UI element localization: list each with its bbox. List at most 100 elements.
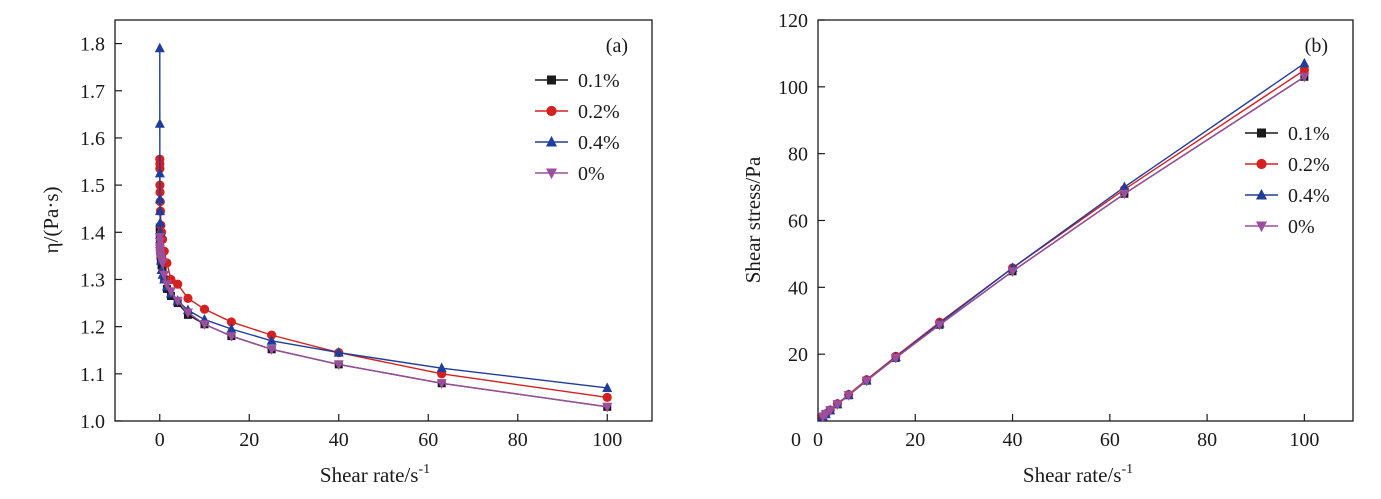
- point-b-2-9: [1119, 181, 1130, 192]
- x-tick-label-b-4: 80: [1197, 429, 1217, 451]
- point-a-1-14: [183, 293, 193, 303]
- point-b-3-8: [1007, 267, 1018, 277]
- legend-label-b-3: 0%: [1288, 216, 1315, 238]
- point-a-3-16: [226, 332, 237, 342]
- x-axis-title-b: Shear rate/s-1: [1023, 462, 1133, 487]
- y-tick-label-a-2: 1.2: [80, 317, 105, 339]
- point-a-1-15: [199, 304, 210, 314]
- y-tick-label-a-6: 1.6: [80, 128, 105, 150]
- y-tick-label-a-8: 1.8: [80, 34, 105, 56]
- legend-marker-a-1: [546, 105, 557, 117]
- x-tick-label-b-3: 60: [1100, 429, 1120, 451]
- point-a-2-4: [155, 205, 166, 216]
- point-b-1-10: [1299, 65, 1309, 75]
- point-a-2-19: [436, 362, 447, 373]
- point-b-3-7: [934, 320, 945, 331]
- legend-marker-a-3: [546, 168, 557, 180]
- point-a-2-3: [154, 193, 165, 204]
- x-tick-label-a-2: 40: [329, 429, 349, 451]
- series-line-b-3: [822, 76, 1305, 418]
- legend-marker-b-1: [1256, 158, 1267, 170]
- point-b-3-2: [825, 406, 836, 416]
- x-tick-label-a-3: 60: [418, 429, 438, 451]
- point-b-3-5: [861, 376, 872, 387]
- point-b-3-3: [832, 400, 843, 410]
- x-tick-label-a-1: 20: [239, 429, 259, 451]
- point-a-3-11: [161, 280, 172, 290]
- y-tick-label-b-4: 100: [778, 77, 808, 99]
- point-a-3-10: [159, 270, 170, 281]
- x-axis-title-sup-a: -1: [418, 462, 430, 477]
- point-b-3-9: [1119, 189, 1130, 200]
- point-a-2-2: [154, 167, 165, 178]
- y-axis-title-a: η/(Pa·s): [39, 187, 63, 254]
- series-line-b-0: [822, 76, 1305, 418]
- x-tick-label-b-5: 100: [1289, 429, 1319, 451]
- y-tick-label-a-3: 1.3: [80, 269, 105, 291]
- legend-marker-b-2: [1256, 188, 1267, 200]
- legend-marker-a-0: [547, 75, 556, 85]
- y-tick-label-b-5: 120: [778, 10, 808, 32]
- chart-panel-b: 0 20 40 60 80 100 20 40 60 80 100 120 0 (b) 0.1% 0.2% 0.…: [741, 10, 1354, 487]
- point-a-3-12: [165, 287, 176, 297]
- legend-label-b-2: 0.4%: [1288, 185, 1330, 207]
- y-tick-label-a-4: 1.4: [80, 222, 105, 244]
- y-tick-label-b-1: 40: [788, 277, 808, 299]
- y-axis-title-b: Shear stress/Pa: [741, 156, 765, 283]
- point-a-1-13: [173, 279, 183, 289]
- legend-label-a-2: 0.4%: [578, 132, 620, 154]
- point-a-3-17: [266, 345, 277, 355]
- point-a-1-16: [226, 317, 236, 327]
- series-line-b-1: [822, 69, 1305, 417]
- legend-marker-a-2: [546, 135, 557, 147]
- point-b-3-1: [820, 410, 831, 420]
- legend-marker-b-0: [1257, 128, 1266, 138]
- panel-label-b: (b): [1305, 35, 1328, 57]
- legend-label-a-0: 0.1%: [578, 70, 620, 92]
- origin-label-b: 0: [791, 429, 801, 451]
- point-a-3-15: [199, 320, 210, 330]
- point-a-3-9: [157, 258, 168, 269]
- series-line-a-2: [159, 48, 608, 389]
- y-tick-label-a-0: 1.0: [80, 411, 105, 433]
- point-a-2-0: [154, 42, 165, 53]
- y-tick-label-b-3: 80: [788, 144, 808, 166]
- point-b-3-10: [1299, 72, 1310, 83]
- point-a-1-17: [267, 330, 277, 340]
- point-a-2-16: [226, 323, 237, 334]
- point-a-2-1: [154, 118, 165, 128]
- y-tick-label-a-1: 1.1: [80, 364, 105, 386]
- series-line-a-1: [159, 159, 608, 399]
- chart-panel-a: 0 20 40 60 80 100 1.0 1.1 1.2 1.3 1.4 1.5 1.6 1.7 1.8 (…: [39, 19, 653, 487]
- point-a-2-17: [266, 335, 277, 345]
- point-b-2-10: [1299, 57, 1310, 68]
- legend-label-a-3: 0%: [578, 163, 605, 185]
- point-a-3-18: [333, 360, 344, 370]
- point-b-3-4: [843, 391, 854, 401]
- legend-marker-b-3: [1256, 221, 1267, 233]
- series-line-b-2: [822, 62, 1305, 418]
- plot-frame-a: [114, 19, 653, 422]
- x-tick-label-b-0: 0: [813, 429, 823, 451]
- y-tick-label-a-7: 1.7: [80, 81, 105, 103]
- point-b-3-6: [890, 353, 901, 364]
- legend-label-b-1: 0.2%: [1288, 154, 1330, 176]
- point-a-3-19: [436, 379, 447, 389]
- point-a-2-5: [155, 217, 166, 227]
- x-axis-title-text-b: Shear rate/s: [1023, 463, 1122, 487]
- x-tick-label-b-1: 20: [905, 429, 925, 451]
- point-a-2-20: [602, 382, 613, 392]
- point-a-2-18: [333, 346, 344, 357]
- point-a-1-20: [602, 392, 612, 403]
- x-axis-title-text-a: Shear rate/s: [320, 463, 419, 487]
- x-axis-title-sup-b: -1: [1121, 462, 1133, 477]
- legend-label-a-1: 0.2%: [578, 101, 620, 123]
- x-tick-label-b-2: 40: [1003, 429, 1023, 451]
- x-tick-label-a-0: 0: [155, 429, 165, 451]
- point-a-3-13: [172, 296, 183, 307]
- y-tick-label-b-2: 60: [788, 211, 808, 233]
- y-tick-label-a-5: 1.5: [80, 175, 105, 197]
- x-tick-label-a-4: 80: [508, 429, 528, 451]
- point-a-3-20: [602, 402, 613, 413]
